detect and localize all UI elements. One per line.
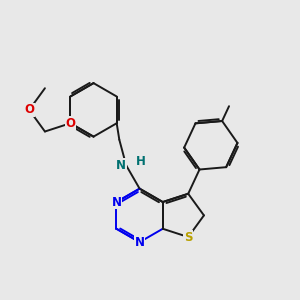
Text: N: N <box>111 196 122 208</box>
Text: O: O <box>65 117 75 130</box>
Text: S: S <box>184 230 193 244</box>
Text: O: O <box>24 103 34 116</box>
Text: N: N <box>116 159 126 172</box>
Text: N: N <box>135 236 145 249</box>
Text: H: H <box>136 155 146 168</box>
